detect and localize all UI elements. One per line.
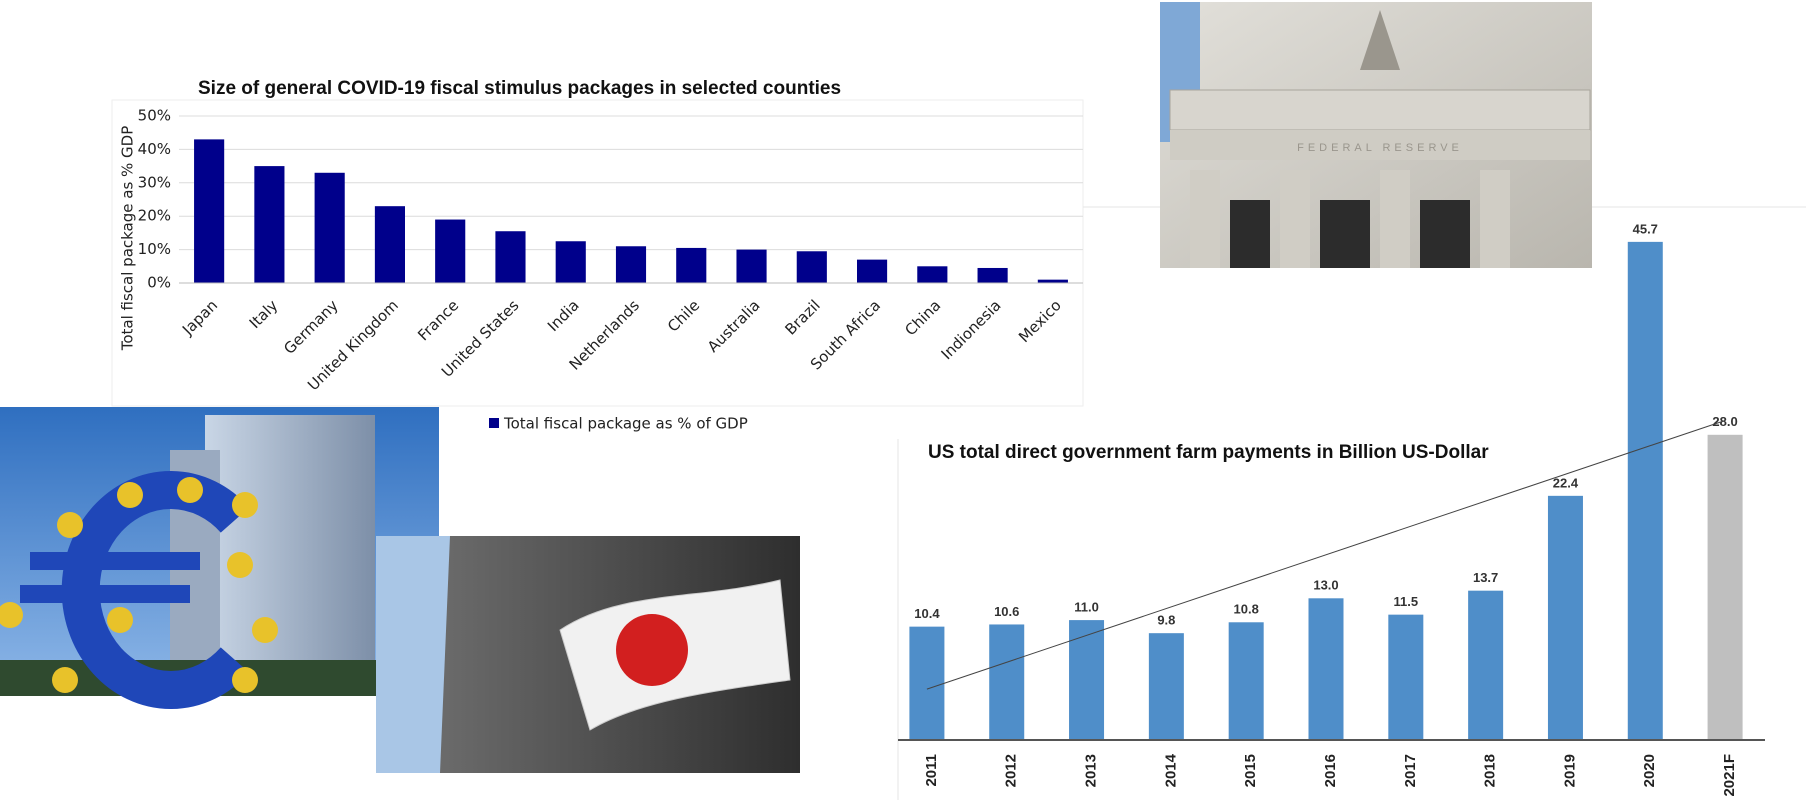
bar bbox=[1037, 279, 1068, 283]
bar bbox=[796, 251, 827, 283]
chart-title: Size of general COVID-19 fiscal stimulus… bbox=[198, 78, 841, 99]
photo-japan-flag bbox=[376, 536, 800, 773]
y-tick-label: 20% bbox=[138, 207, 171, 225]
photo-ecb bbox=[0, 407, 439, 709]
bar bbox=[1627, 241, 1663, 740]
chart-title: US total direct government farm payments… bbox=[928, 442, 1489, 463]
x-tick-label: 2019 bbox=[1561, 754, 1578, 787]
bar bbox=[314, 172, 345, 283]
bar bbox=[1468, 590, 1504, 740]
photo-federal-reserve: FEDERAL RESERVE bbox=[1160, 2, 1592, 268]
value-label: 22.4 bbox=[1553, 475, 1579, 490]
bar bbox=[615, 246, 647, 283]
bar bbox=[736, 249, 767, 283]
bar bbox=[1707, 434, 1743, 740]
value-label: 11.5 bbox=[1394, 594, 1419, 609]
y-tick-label: 50% bbox=[138, 107, 171, 125]
x-tick-label: 2013 bbox=[1083, 754, 1100, 787]
value-label: 13.7 bbox=[1473, 570, 1498, 585]
bar bbox=[917, 266, 948, 283]
y-tick-label: 0% bbox=[147, 274, 171, 292]
x-tick-label: 2018 bbox=[1482, 754, 1499, 787]
svg-text:FEDERAL RESERVE: FEDERAL RESERVE bbox=[1297, 142, 1463, 154]
bar bbox=[1148, 633, 1184, 740]
x-tick-label: 2015 bbox=[1242, 754, 1259, 787]
value-label: 9.8 bbox=[1157, 613, 1175, 628]
trend-line bbox=[926, 420, 1726, 690]
bar bbox=[374, 206, 405, 283]
legend-label: Total fiscal package as % of GDP bbox=[503, 415, 748, 433]
x-tick-label: 2021F bbox=[1721, 754, 1738, 797]
value-label: 11.0 bbox=[1074, 600, 1099, 615]
y-axis-label: Total fiscal package as % GDP bbox=[119, 126, 137, 352]
x-tick-label: 2020 bbox=[1641, 754, 1658, 787]
value-label: 13.0 bbox=[1313, 578, 1338, 593]
y-tick-label: 40% bbox=[138, 140, 171, 158]
bar bbox=[909, 626, 945, 740]
value-label: 10.6 bbox=[994, 604, 1019, 619]
bar bbox=[254, 166, 285, 283]
x-tick-label: 2016 bbox=[1322, 754, 1339, 787]
bar bbox=[977, 267, 1008, 283]
bar bbox=[989, 624, 1025, 740]
x-tick-label: 2011 bbox=[923, 754, 940, 787]
value-label: 10.4 bbox=[914, 606, 940, 621]
bar bbox=[1228, 622, 1264, 740]
bar bbox=[857, 259, 888, 283]
x-tick-label: 2012 bbox=[1003, 754, 1020, 787]
bar bbox=[1547, 495, 1583, 740]
value-label: 28.0 bbox=[1712, 414, 1737, 429]
bar bbox=[555, 241, 586, 283]
x-tick-label: 2017 bbox=[1402, 754, 1419, 787]
bar bbox=[495, 231, 526, 283]
bar bbox=[435, 219, 466, 283]
y-tick-label: 30% bbox=[138, 173, 171, 191]
bar bbox=[1069, 620, 1105, 740]
bar bbox=[676, 247, 707, 283]
x-tick-label: 2014 bbox=[1162, 753, 1179, 787]
bar bbox=[194, 139, 225, 283]
legend-swatch bbox=[489, 418, 499, 428]
y-tick-label: 10% bbox=[138, 240, 171, 258]
value-label: 45.7 bbox=[1633, 221, 1658, 236]
value-label: 10.8 bbox=[1234, 602, 1259, 617]
bar bbox=[1388, 614, 1424, 740]
bar bbox=[1308, 598, 1344, 740]
